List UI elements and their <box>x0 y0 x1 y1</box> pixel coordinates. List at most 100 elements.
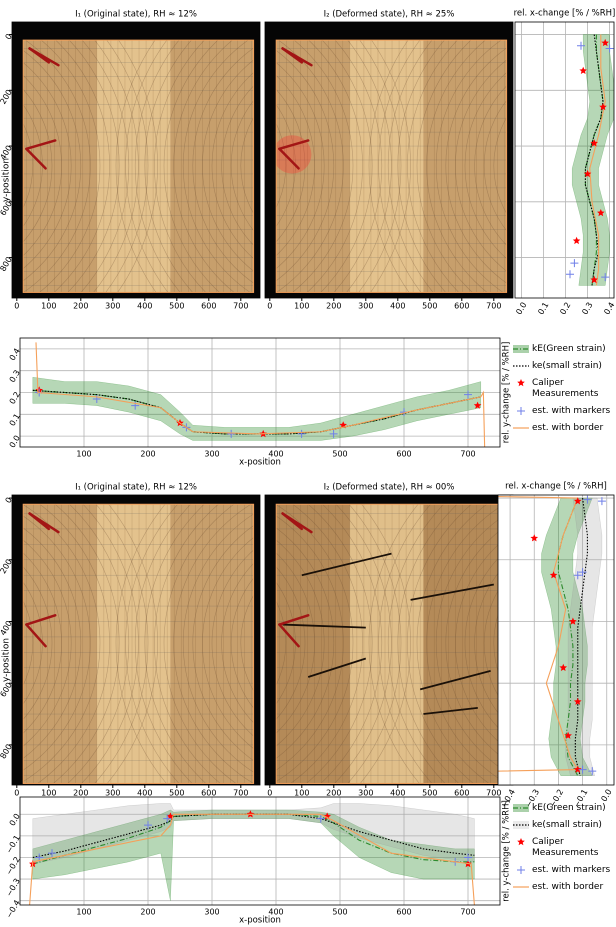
caliper-star <box>530 534 539 542</box>
legend-label: Caliper Measurements <box>532 378 599 399</box>
growth-ring <box>182 513 254 773</box>
red-arrow <box>281 512 304 531</box>
growth-ring <box>291 40 354 293</box>
growth-ring <box>397 504 460 784</box>
growth-ring <box>276 515 344 771</box>
x-tick-label: 400 <box>137 789 152 798</box>
caliper-star <box>599 103 607 111</box>
legend: kE(Green strain) ke(small strain) Caliper … <box>513 803 615 899</box>
wood-light-band <box>349 40 424 293</box>
caliper-star <box>583 169 592 178</box>
growth-ring <box>435 40 504 293</box>
red-arrow <box>28 47 51 64</box>
growth-ring <box>276 88 306 243</box>
growth-ring <box>202 537 254 750</box>
growth-ring <box>154 40 207 293</box>
marker-estimate <box>570 259 579 268</box>
growth-ring <box>94 504 149 784</box>
caliper-star <box>601 38 609 47</box>
marker-estimate <box>48 849 56 858</box>
x-tick-label: 300 <box>105 789 120 798</box>
growth-ring <box>474 562 507 724</box>
marker-estimate <box>316 814 325 823</box>
red-arrow <box>278 147 300 170</box>
growth-ring <box>23 515 91 771</box>
growth-ring <box>67 504 130 784</box>
growth-ring <box>276 123 287 209</box>
plot-background <box>515 22 614 298</box>
growth-ring <box>173 40 235 293</box>
growth-ring <box>387 504 446 784</box>
x-tick-label: 100 <box>76 450 91 459</box>
caliper-star <box>573 765 582 773</box>
wood-image <box>23 40 254 293</box>
growth-ring <box>347 504 402 784</box>
x-tick-label: 200 <box>73 789 88 798</box>
marker-estimate <box>583 495 592 504</box>
legend-patch <box>513 821 529 829</box>
growth-ring <box>378 504 433 784</box>
x-tick-label: 100 <box>41 789 56 798</box>
x-axis-label: x-position <box>239 916 281 926</box>
growth-ring <box>23 527 82 759</box>
x-tick-label: 700 <box>460 450 475 459</box>
series-line <box>589 34 606 286</box>
wood-light-band <box>96 504 171 784</box>
growth-ring <box>23 50 82 282</box>
growth-ring <box>464 72 507 259</box>
marker-estimate <box>588 767 597 776</box>
x-tick-label: 500 <box>169 789 184 798</box>
caliper-star <box>590 275 598 284</box>
growth-ring <box>426 40 488 293</box>
growth-ring <box>320 40 373 293</box>
growth-ring <box>426 504 507 784</box>
growth-ring <box>163 40 220 293</box>
growth-ring <box>359 504 411 784</box>
x-tick-label: 700 <box>233 302 248 311</box>
growth-ring <box>105 40 149 293</box>
x-tick-label: 700 <box>486 302 501 311</box>
x-tick-label: 300 <box>105 302 120 311</box>
growth-ring <box>93 40 139 293</box>
x-tick-label: 0.4 <box>602 301 616 317</box>
growth-ring <box>483 100 507 232</box>
marker-estimate <box>464 853 472 862</box>
legend-label: ke(small strain) <box>532 820 602 830</box>
marker-estimate <box>605 44 614 53</box>
growth-ring <box>173 504 254 784</box>
growth-ring <box>276 600 287 686</box>
red-arrow <box>28 512 51 531</box>
legend-icon <box>517 407 525 415</box>
growth-ring <box>276 504 354 782</box>
legend-plus <box>517 866 525 874</box>
legend-label: est. with border <box>532 882 604 892</box>
growth-ring <box>37 504 110 784</box>
growth-ring <box>67 40 120 293</box>
growth-ring <box>435 513 507 773</box>
axes-frame <box>11 21 261 299</box>
crack <box>410 583 494 601</box>
image-title: I₂ (Deformed state), RH ≈ 25% <box>324 10 455 20</box>
x-tick-label: 100 <box>41 302 56 311</box>
plot-area <box>566 34 614 286</box>
growth-ring <box>117 40 158 293</box>
legend-label: est. with markers <box>532 865 611 875</box>
x-tick-label: 500 <box>332 450 347 459</box>
legend-item: Caliper Measurements <box>513 837 615 859</box>
legend-star <box>517 838 525 846</box>
growth-ring <box>125 504 180 784</box>
x-tick-label: 700 <box>486 789 501 798</box>
growth-ring <box>134 504 193 784</box>
legend-icon <box>513 804 529 812</box>
growth-ring <box>202 59 254 272</box>
axes-frame <box>19 796 501 906</box>
x-tick-label: 100 <box>294 789 309 798</box>
x-tick-label: 0.0 <box>514 301 528 317</box>
growth-ring <box>276 566 306 720</box>
y-tick-label: 0 <box>4 496 14 505</box>
growth-ring <box>306 40 363 293</box>
x-tick-label: 400 <box>390 302 405 311</box>
x-tick-label: 500 <box>422 302 437 311</box>
growth-ring <box>276 40 344 293</box>
red-arrow <box>25 623 47 648</box>
